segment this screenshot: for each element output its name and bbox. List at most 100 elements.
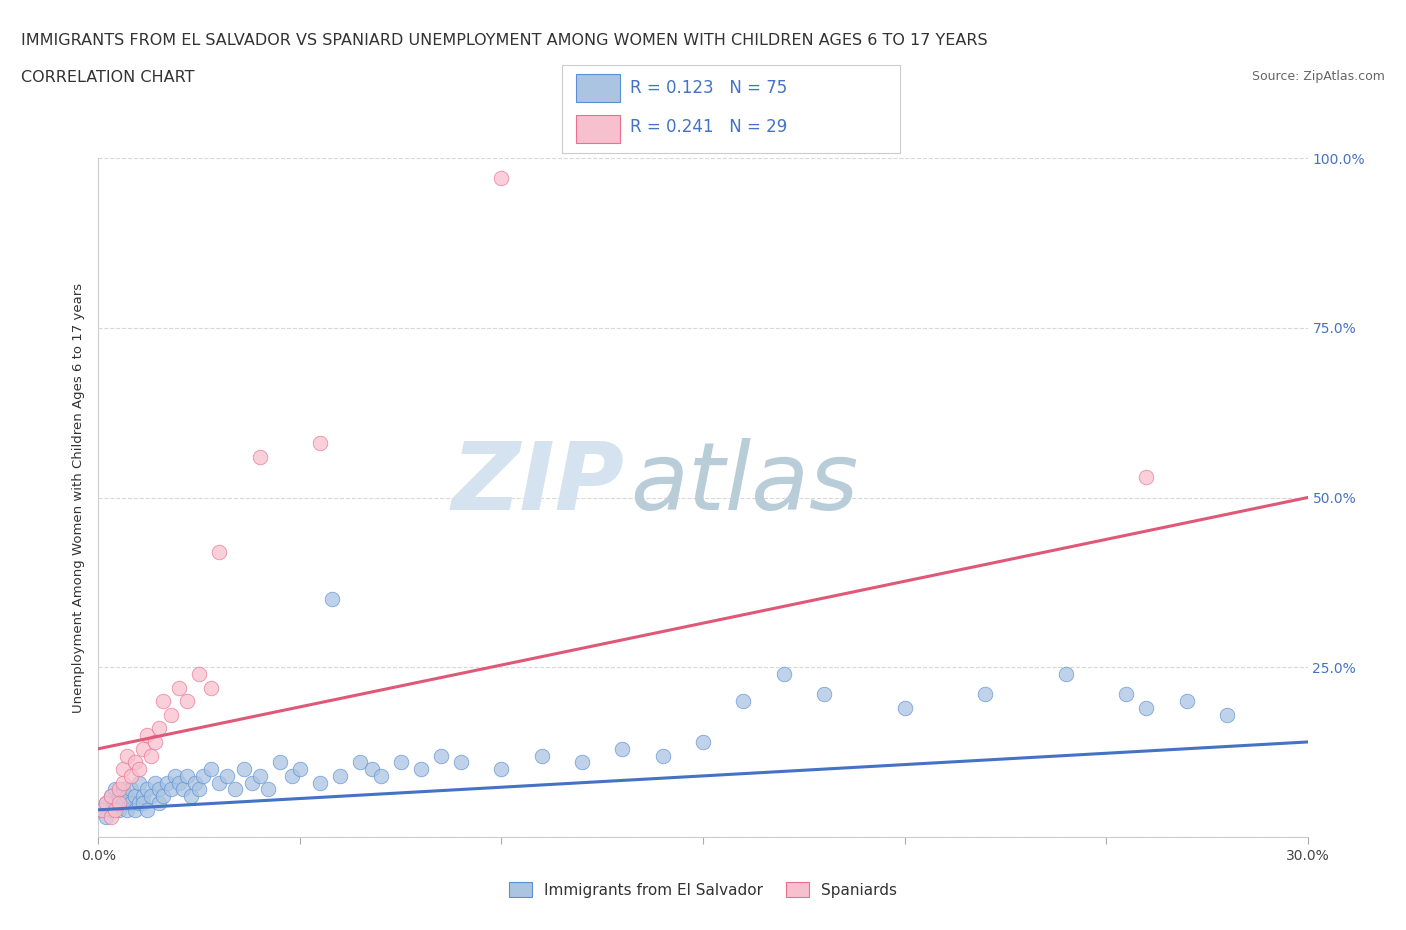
Point [361,762,384,777]
Point [1115,687,1137,702]
Point [772,667,794,682]
Point [1135,470,1157,485]
Point [128,796,150,811]
Point [107,782,129,797]
Point [208,544,231,559]
Point [240,776,263,790]
Point [200,680,222,695]
Point [167,776,190,790]
Point [733,694,755,709]
Point [96,796,118,811]
Point [152,789,174,804]
Point [309,776,332,790]
Point [100,789,122,804]
Point [329,768,352,783]
Point [156,776,179,790]
Point [176,768,198,783]
Point [491,762,513,777]
Point [232,762,254,777]
Text: Source: ZipAtlas.com: Source: ZipAtlas.com [1251,70,1385,83]
Point [103,803,125,817]
Point [184,776,207,790]
Point [349,755,371,770]
Point [91,803,114,817]
Point [148,796,170,811]
Point [180,789,202,804]
Point [135,803,157,817]
Legend: Immigrants from El Salvador, Spaniards: Immigrants from El Salvador, Spaniards [503,876,903,904]
Point [120,796,142,811]
Point [172,782,194,797]
Point [139,789,162,804]
Point [135,782,157,797]
Point [692,735,714,750]
Point [409,762,432,777]
Point [148,721,170,736]
Point [115,803,138,817]
Point [167,680,190,695]
Bar [576,114,620,143]
Point [1175,694,1198,709]
Point [370,768,392,783]
Point [651,748,673,763]
Point [135,727,157,742]
Point [571,755,593,770]
Point [148,782,170,797]
Point [188,667,211,682]
Point [124,803,146,817]
Point [612,741,634,756]
Text: CORRELATION CHART: CORRELATION CHART [21,70,194,85]
Point [176,694,198,709]
Bar [576,74,620,102]
Point [115,789,138,804]
Point [974,687,997,702]
Point [309,436,332,451]
Point [111,776,134,790]
Point [152,694,174,709]
Point [143,776,166,790]
Point [132,796,155,811]
Point [143,735,166,750]
Point [124,789,146,804]
Point [530,748,553,763]
Point [100,809,122,824]
Point [107,796,129,811]
Point [269,755,291,770]
Point [249,768,271,783]
Point [224,782,246,797]
Point [120,768,142,783]
Y-axis label: Unemployment Among Women with Children Ages 6 to 17 years: Unemployment Among Women with Children A… [72,283,86,712]
Text: IMMIGRANTS FROM EL SALVADOR VS SPANIARD UNEMPLOYMENT AMONG WOMEN WITH CHILDREN A: IMMIGRANTS FROM EL SALVADOR VS SPANIARD … [21,33,987,47]
Point [813,687,835,702]
Point [100,803,122,817]
Point [491,171,513,186]
Point [321,592,343,607]
Point [124,755,146,770]
Point [249,449,271,464]
Point [217,768,239,783]
Point [1054,667,1077,682]
Point [450,755,472,770]
Point [163,768,186,783]
Point [1216,708,1239,723]
Point [100,789,122,804]
Text: atlas: atlas [630,438,859,529]
Point [128,762,150,777]
Point [107,803,129,817]
Point [160,782,183,797]
Point [893,700,915,715]
Point [132,789,155,804]
Point [115,748,138,763]
Point [430,748,453,763]
Point [256,782,278,797]
Point [111,796,134,811]
Point [389,755,412,770]
Point [193,768,215,783]
Point [208,776,231,790]
Text: R = 0.241   N = 29: R = 0.241 N = 29 [630,117,787,136]
Point [103,796,125,811]
Text: ZIP: ZIP [451,438,624,530]
Point [288,762,311,777]
Point [107,789,129,804]
Point [91,803,114,817]
